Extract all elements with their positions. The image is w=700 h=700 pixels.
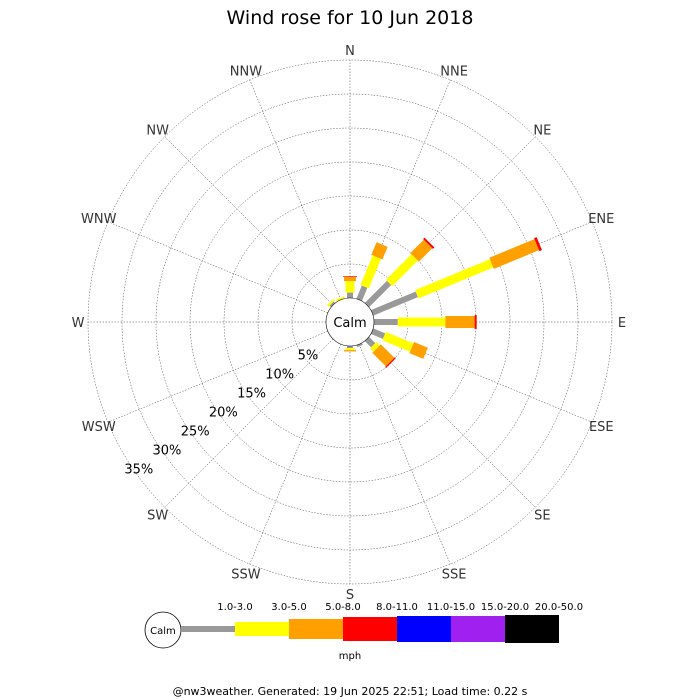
bar-nw-1-0-3-0 xyxy=(329,301,336,308)
legend: Calm 1.0-3.0 3.0-5.0 5.0-8.0 8.0-11.0 11.0-1… xyxy=(144,602,583,662)
pct-label-5: 5% xyxy=(298,348,319,363)
bar-e-1-0-3-0 xyxy=(374,319,398,325)
legend-swatch-5-0-8-0 xyxy=(289,619,343,639)
bar-ne-5-0-8-0 xyxy=(410,239,433,262)
bar-e-8-0-11-0 xyxy=(474,315,477,329)
bar-s-5-0-8-0 xyxy=(344,350,356,352)
spoke-ssw xyxy=(249,344,342,565)
direction-label-nnw: NNW xyxy=(230,65,262,80)
legend-calm-label: Calm xyxy=(150,626,176,637)
bar-ene-8-0-11-0 xyxy=(534,237,542,252)
bar-nne-5-0-8-0 xyxy=(371,242,388,260)
bar-nnw-3-0-5-0 xyxy=(335,296,345,302)
legend-label-11-0-15-0: 11.0-15.0 xyxy=(427,602,475,613)
bar-nne-1-0-3-0 xyxy=(356,285,368,301)
bar-n-1-0-3-0 xyxy=(347,292,353,298)
direction-label-ne: NE xyxy=(533,124,551,139)
bar-se-3-0-5-0 xyxy=(370,342,380,352)
direction-spokes xyxy=(88,60,612,584)
bar-ne-1-0-3-0 xyxy=(364,280,392,308)
pct-label-10: 10% xyxy=(265,367,294,382)
direction-label-n: N xyxy=(345,44,355,59)
direction-label-nne: NNE xyxy=(440,65,468,80)
spoke-wnw xyxy=(107,221,328,314)
legend-label-20-0-50-0: 20.0-50.0 xyxy=(535,602,583,613)
pct-label-15: 15% xyxy=(237,386,266,401)
spoke-wsw xyxy=(107,330,328,423)
legend-swatch-20-0-50-0 xyxy=(505,615,559,643)
legend-label-3-0-5-0: 3.0-5.0 xyxy=(271,602,306,613)
legend-swatch-3-0-5-0 xyxy=(235,622,289,636)
legend-swatch-1-0-3-0 xyxy=(181,626,235,632)
legend-label-15-0-20-0: 15.0-20.0 xyxy=(481,602,529,613)
legend-label-8-0-11-0: 8.0-11.0 xyxy=(376,602,418,613)
bar-ene-3-0-5-0 xyxy=(415,259,494,299)
direction-label-wsw: WSW xyxy=(82,420,116,435)
percentage-labels: 5% 10% 15% 20% 25% 30%35% xyxy=(124,348,318,477)
spoke-sse xyxy=(358,344,451,565)
bar-n-8-0-11-0 xyxy=(343,276,357,277)
bar-ese-3-0-5-0 xyxy=(382,331,414,352)
spoke-nnw xyxy=(249,79,342,300)
grid-circle-25 xyxy=(155,127,545,517)
bar-s-3-0-5-0 xyxy=(345,348,355,351)
legend-label-1-0-3-0: 1.0-3.0 xyxy=(217,602,252,613)
spoke-nw xyxy=(164,136,334,306)
legend-swatch-11-0-15-0 xyxy=(397,616,451,642)
bar-s-1-0-3-0 xyxy=(347,346,353,349)
bar-e-5-0-8-0 xyxy=(445,316,475,328)
pct-label-35: 35% xyxy=(124,463,153,478)
chart-title: Wind rose for 10 Jun 2018 xyxy=(227,7,474,29)
bar-sse-1-0-3-0 xyxy=(356,343,363,348)
legend-swatch-8-0-11-0 xyxy=(343,617,397,641)
direction-label-ssw: SSW xyxy=(231,567,261,582)
pct-label-25: 25% xyxy=(181,424,210,439)
direction-label-ese: ESE xyxy=(589,420,614,435)
bar-se-8-0-11-0 xyxy=(385,357,396,368)
calm-circle xyxy=(325,297,375,347)
wind-bars xyxy=(326,237,542,368)
bar-ne-8-0-11-0 xyxy=(423,237,435,249)
footer-text: @nw3weather. Generated: 19 Jun 2025 22:5… xyxy=(173,685,528,698)
bar-e-3-0-5-0 xyxy=(397,317,446,327)
direction-label-nw: NW xyxy=(146,124,169,139)
bar-nw-3-0-5-0 xyxy=(326,298,335,307)
direction-labels: N NNE NE ENE E ESE SE SSE S SSW SW WSW W WNW NW NNW xyxy=(72,44,627,603)
direction-label-sw: SW xyxy=(147,508,168,523)
bar-se-1-0-3-0 xyxy=(364,336,376,348)
bar-nne-3-0-5-0 xyxy=(360,255,382,289)
bar-ene-5-0-8-0 xyxy=(489,239,540,269)
legend-units: mph xyxy=(339,651,361,662)
direction-label-se: SE xyxy=(534,508,550,523)
direction-label-s: S xyxy=(346,588,354,603)
legend-swatch-15-0-20-0 xyxy=(451,616,505,642)
calm-center: Calm xyxy=(325,297,375,347)
bar-ne-3-0-5-0 xyxy=(385,254,418,287)
bar-n-5-0-8-0 xyxy=(344,276,356,281)
bar-ese-1-0-3-0 xyxy=(371,328,386,339)
direction-label-sse: SSE xyxy=(442,567,467,582)
direction-label-wnw: WNW xyxy=(81,212,117,227)
legend-label-5-0-8-0: 5.0-8.0 xyxy=(325,602,360,613)
direction-label-ene: ENE xyxy=(588,212,614,227)
pct-label-30: 30% xyxy=(153,443,182,458)
bar-ene-1-0-3-0 xyxy=(371,291,418,316)
pct-label-20: 20% xyxy=(209,405,238,420)
bar-n-3-0-5-0 xyxy=(345,281,355,293)
bar-ese-5-0-8-0 xyxy=(409,342,428,359)
calm-label: Calm xyxy=(333,316,366,331)
spoke-se xyxy=(366,338,536,508)
bar-se-5-0-8-0 xyxy=(372,344,395,367)
direction-label-w: W xyxy=(72,316,85,331)
direction-label-e: E xyxy=(618,316,626,331)
legend-items: 1.0-3.0 3.0-5.0 5.0-8.0 8.0-11.0 11.0-15.0 15… xyxy=(181,602,583,643)
spoke-sw xyxy=(164,338,334,508)
